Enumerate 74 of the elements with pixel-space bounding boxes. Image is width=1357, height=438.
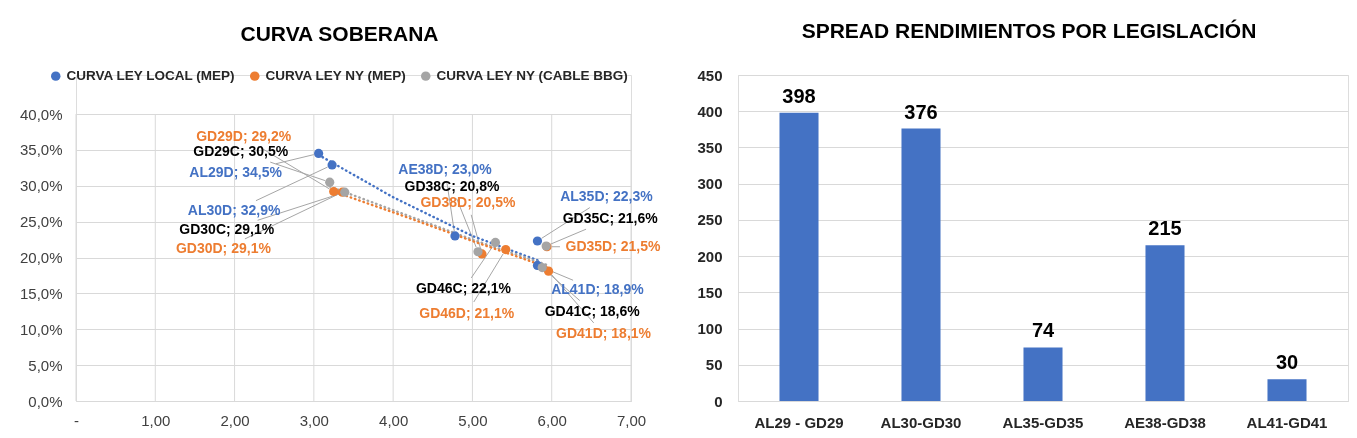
x-tick-label: 4,00 <box>379 411 409 429</box>
x-tick-label: AL35-GD35 <box>1002 413 1084 431</box>
y-tick-label: 25,0% <box>19 213 63 231</box>
x-tick-label: 1,00 <box>141 411 171 429</box>
y-tick-label: 0 <box>714 392 723 410</box>
point <box>501 245 511 255</box>
y-tick-label: 150 <box>697 283 723 301</box>
point <box>537 262 547 273</box>
x-tick-label: AL41-GD41 <box>1246 413 1328 431</box>
data-label: AL35D; 22,3% <box>560 188 654 204</box>
y-tick-label: 35,0% <box>19 141 63 159</box>
data-label: AL41D; 18,9% <box>551 281 645 298</box>
point <box>450 231 460 241</box>
y-tick-label: 400 <box>697 102 723 120</box>
bar <box>1023 347 1063 401</box>
legend-label: CURVA LEY NY (CABLE BBG) <box>436 68 628 84</box>
data-label: GD29D; 29,2% <box>196 128 292 145</box>
data-label: GD38D; 20,5% <box>420 193 516 210</box>
y-tick-label: 200 <box>697 247 723 265</box>
data-label: 30 <box>1275 351 1299 374</box>
data-label: 74 <box>1031 319 1055 342</box>
x-tick-label: 2,00 <box>220 411 250 429</box>
data-label: AL29D; 34,5% <box>189 164 283 181</box>
x-tick-label: 7,00 <box>616 411 647 429</box>
data-label: GD30D; 29,1% <box>175 240 272 257</box>
data-label: GD41D; 18,1% <box>556 325 652 342</box>
y-tick-label: 15,0% <box>19 284 63 302</box>
point <box>329 186 339 197</box>
legend-label: CURVA LEY NY (MEP) <box>265 68 406 84</box>
data-label: AL30D; 32,9% <box>187 201 281 218</box>
data-label: 376 <box>904 100 938 123</box>
legend-label: CURVA LEY LOCAL (MEP) <box>66 68 235 84</box>
point <box>532 236 543 246</box>
y-tick-label: 250 <box>697 211 723 229</box>
point <box>490 237 501 248</box>
x-tick-label: AL29 - GD29 <box>754 413 844 431</box>
y-tick-label: 50 <box>705 356 723 374</box>
data-label: GD29C; 30,5% <box>193 143 289 160</box>
point <box>325 177 335 187</box>
data-label: GD38C; 20,8% <box>404 177 500 194</box>
data-label: GD30C; 29,1% <box>179 221 275 238</box>
data-label: GD35C; 21,6% <box>562 210 659 227</box>
y-tick-label: 350 <box>697 138 723 156</box>
y-tick-label: 300 <box>697 175 723 193</box>
point <box>327 160 337 170</box>
y-tick-label: 30,0% <box>19 177 63 195</box>
data-label: GD46D; 21,1% <box>419 304 515 321</box>
x-tick-label: 5,00 <box>458 411 488 429</box>
chart-title: CURVA SOBERANA <box>240 22 439 45</box>
bar <box>901 128 941 401</box>
y-tick-label: 40,0% <box>19 105 63 123</box>
y-tick-label: 5,0% <box>28 356 63 374</box>
data-label: GD46C; 22,1% <box>415 280 512 297</box>
x-tick-label: AE38-GD38 <box>1124 413 1206 431</box>
data-label: GD35D; 21,5% <box>565 237 661 254</box>
bar <box>1145 245 1185 401</box>
data-label: GD41C; 18,6% <box>544 302 641 319</box>
bar <box>1267 379 1307 401</box>
x-tick-label: 6,00 <box>537 411 567 429</box>
chart-title: SPREAD RENDIMIENTOS POR LEGISLACIÓN <box>801 19 1257 42</box>
y-tick-label: 0,0% <box>28 392 63 410</box>
x-tick-label: AL30-GD30 <box>880 413 962 431</box>
point <box>473 247 483 257</box>
x-tick-label: - <box>74 411 79 429</box>
data-label: AE38D; 23,0% <box>398 160 493 177</box>
y-tick-label: 10,0% <box>19 320 63 338</box>
y-tick-label: 20,0% <box>19 249 63 266</box>
y-tick-label: 450 <box>697 66 723 84</box>
x-tick-label: 3,00 <box>299 411 329 429</box>
bar <box>779 112 819 401</box>
data-label: 398 <box>782 84 816 107</box>
data-label: 215 <box>1148 217 1182 240</box>
y-tick-label: 100 <box>697 320 723 338</box>
point <box>314 148 324 159</box>
